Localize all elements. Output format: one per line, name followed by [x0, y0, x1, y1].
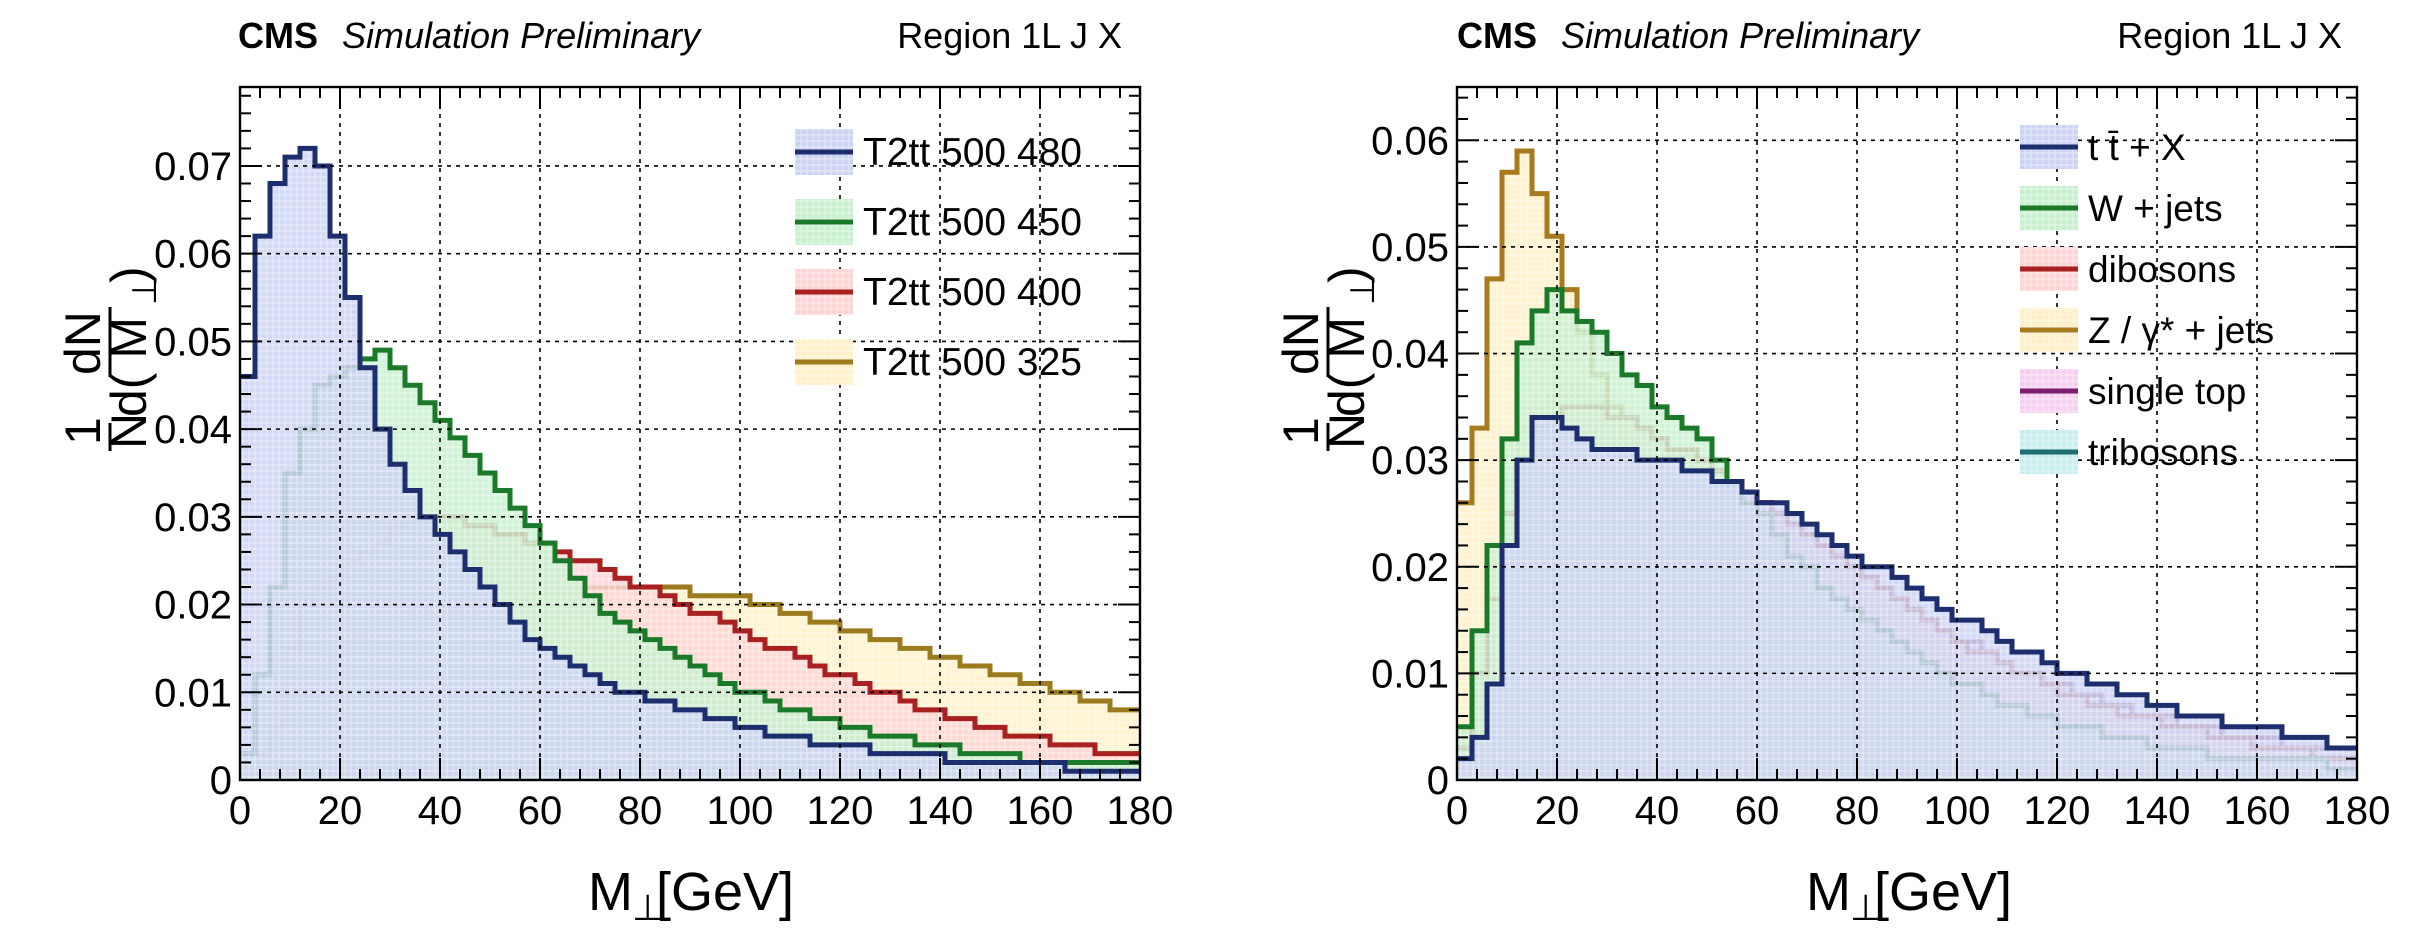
left-y-axis-title: 1 N dN d( M ⊥ ): [55, 266, 164, 451]
right-legend-label: W + jets: [2088, 188, 2223, 229]
left-hist-line-3: [240, 145, 1140, 774]
left-ytick-label: 0.02: [154, 584, 232, 628]
left-ytick-label: 0: [210, 759, 232, 803]
left-ylabel-dm: d( M: [101, 317, 157, 417]
right-xlabel-unit: [GeV]: [1874, 862, 2012, 922]
right-status-label: Simulation Preliminary: [1561, 15, 1921, 56]
left-xtick-label: 120: [807, 789, 874, 833]
left-xtick-label: 140: [907, 789, 974, 833]
right-ytick-label: 0.03: [1371, 439, 1449, 483]
right-xtick-label: 20: [1535, 789, 1580, 833]
left-status-label: Simulation Preliminary: [342, 15, 702, 56]
left-ytick-label: 0.03: [154, 496, 232, 540]
left-frame: [238, 85, 1142, 782]
left-legend-label: T2tt 500 480: [863, 131, 1082, 174]
left-plot-area: 0 20 40 60 80 100 120 140 160 180 0 0.01 0.02 0.03 0.0…: [154, 85, 1174, 833]
left-region-label: Region 1L J X: [897, 15, 1122, 56]
left-legend-item: T2tt 500 400: [795, 269, 1082, 315]
right-frame: [1455, 85, 2359, 782]
left-xtick-label: 20: [318, 789, 363, 833]
right-ytick-label: 0.01: [1371, 652, 1449, 696]
left-xlabel-main: M: [588, 862, 633, 922]
left-ytick-label: 0.07: [154, 145, 232, 189]
right-legend-label: Z / γ* + jets: [2088, 310, 2274, 351]
right-legend-item: dibosons: [2020, 247, 2236, 291]
left-legend-item: T2tt 500 450: [795, 199, 1082, 245]
left-legend: T2tt 500 480 T2tt 500 450 T2tt 500 400 T2tt…: [795, 129, 1082, 385]
right-legend-item: single top: [2020, 369, 2246, 413]
left-xlabel-sub: ⊥: [632, 887, 663, 928]
left-xtick-label: 0: [229, 789, 251, 833]
left-cms-label: CMS: [238, 15, 318, 56]
right-xtick-label: 80: [1835, 789, 1880, 833]
left-xtick-label: 180: [1107, 789, 1174, 833]
left-xtick-label: 40: [418, 789, 463, 833]
left-xtick-label: 160: [1007, 789, 1074, 833]
right-xtick-label: 160: [2224, 789, 2291, 833]
left-panel: CMS Simulation Preliminary Region 1L J X…: [55, 15, 1173, 928]
right-legend-item: t t̄ + X: [2020, 125, 2186, 169]
left-ylabel-dm-close: ): [101, 266, 157, 283]
left-hist-line-2: [240, 347, 1140, 765]
left-ytick-label: 0.06: [154, 233, 232, 277]
right-legend-label: dibosons: [2088, 249, 2236, 290]
right-ylabel-dm: d( M: [1319, 317, 1375, 417]
right-y-axis-title: 1 N dN d( M ⊥ ): [1273, 266, 1382, 451]
right-legend-item: W + jets: [2020, 186, 2223, 230]
right-ylabel-dm-sub: ⊥: [1344, 275, 1382, 305]
right-cms-label: CMS: [1457, 15, 1537, 56]
left-xtick-label: 60: [518, 789, 563, 833]
right-ytick-label: 0: [1427, 759, 1449, 803]
left-legend-label: T2tt 500 325: [863, 341, 1082, 384]
right-legend-label: t t̄ + X: [2088, 127, 2186, 168]
left-xtick-label: 80: [618, 789, 663, 833]
right-xtick-label: 40: [1635, 789, 1680, 833]
right-legend-item: tribosons: [2020, 430, 2238, 474]
right-panel: CMS Simulation Preliminary Region 1L J X…: [1273, 15, 2390, 928]
right-region-label: Region 1L J X: [2117, 15, 2342, 56]
left-xtick-label: 100: [707, 789, 774, 833]
right-legend-item: Z / γ* + jets: [2020, 308, 2274, 352]
left-ytick-label: 0.01: [154, 671, 232, 715]
right-ytick-label: 0.05: [1371, 226, 1449, 270]
left-legend-label: T2tt 500 450: [863, 201, 1082, 244]
left-ytick-label: 0.05: [154, 320, 232, 364]
right-xtick-label: 0: [1446, 789, 1468, 833]
right-legend: t t̄ + X W + jets dibosons Z / γ* + jets sin…: [2020, 125, 2274, 474]
right-ytick-label: 0.06: [1371, 119, 1449, 163]
right-xlabel-main: M: [1806, 862, 1851, 922]
left-ytick-label: 0.04: [154, 408, 232, 452]
right-xtick-label: 140: [2124, 789, 2191, 833]
right-x-axis-title: M ⊥ [GeV]: [1806, 862, 2012, 928]
right-ytick-label: 0.04: [1371, 333, 1449, 377]
left-hist-hatch-3: [240, 148, 1140, 781]
right-plot-area: 0 20 40 60 80 100 120 140 160 180 0 0.01 0.02 0.03 0.0…: [1371, 85, 2391, 833]
right-legend-label: single top: [2088, 371, 2246, 412]
right-ylabel-dm-close: ): [1319, 266, 1375, 283]
left-legend-item: T2tt 500 480: [795, 129, 1082, 175]
right-xtick-label: 60: [1735, 789, 1780, 833]
left-ylabel-dm-sub: ⊥: [126, 275, 164, 305]
left-ylabel-one: 1: [55, 417, 111, 445]
right-xtick-label: 100: [1924, 789, 1991, 833]
right-hist-hatch-5: [1457, 417, 2357, 780]
right-legend-label: tribosons: [2088, 432, 2238, 473]
right-xtick-label: 180: [2324, 789, 2391, 833]
right-ylabel-one: 1: [1273, 417, 1329, 445]
right-xlabel-sub: ⊥: [1850, 887, 1881, 928]
right-ylabel-dn: dN: [1273, 311, 1329, 375]
left-xlabel-unit: [GeV]: [656, 862, 794, 922]
left-x-axis-title: M ⊥ [GeV]: [588, 862, 794, 928]
left-ylabel-dn: dN: [55, 311, 111, 375]
left-legend-item: T2tt 500 325: [795, 339, 1082, 385]
right-xtick-label: 120: [2024, 789, 2091, 833]
right-ytick-label: 0.02: [1371, 546, 1449, 590]
left-legend-label: T2tt 500 400: [863, 271, 1082, 314]
